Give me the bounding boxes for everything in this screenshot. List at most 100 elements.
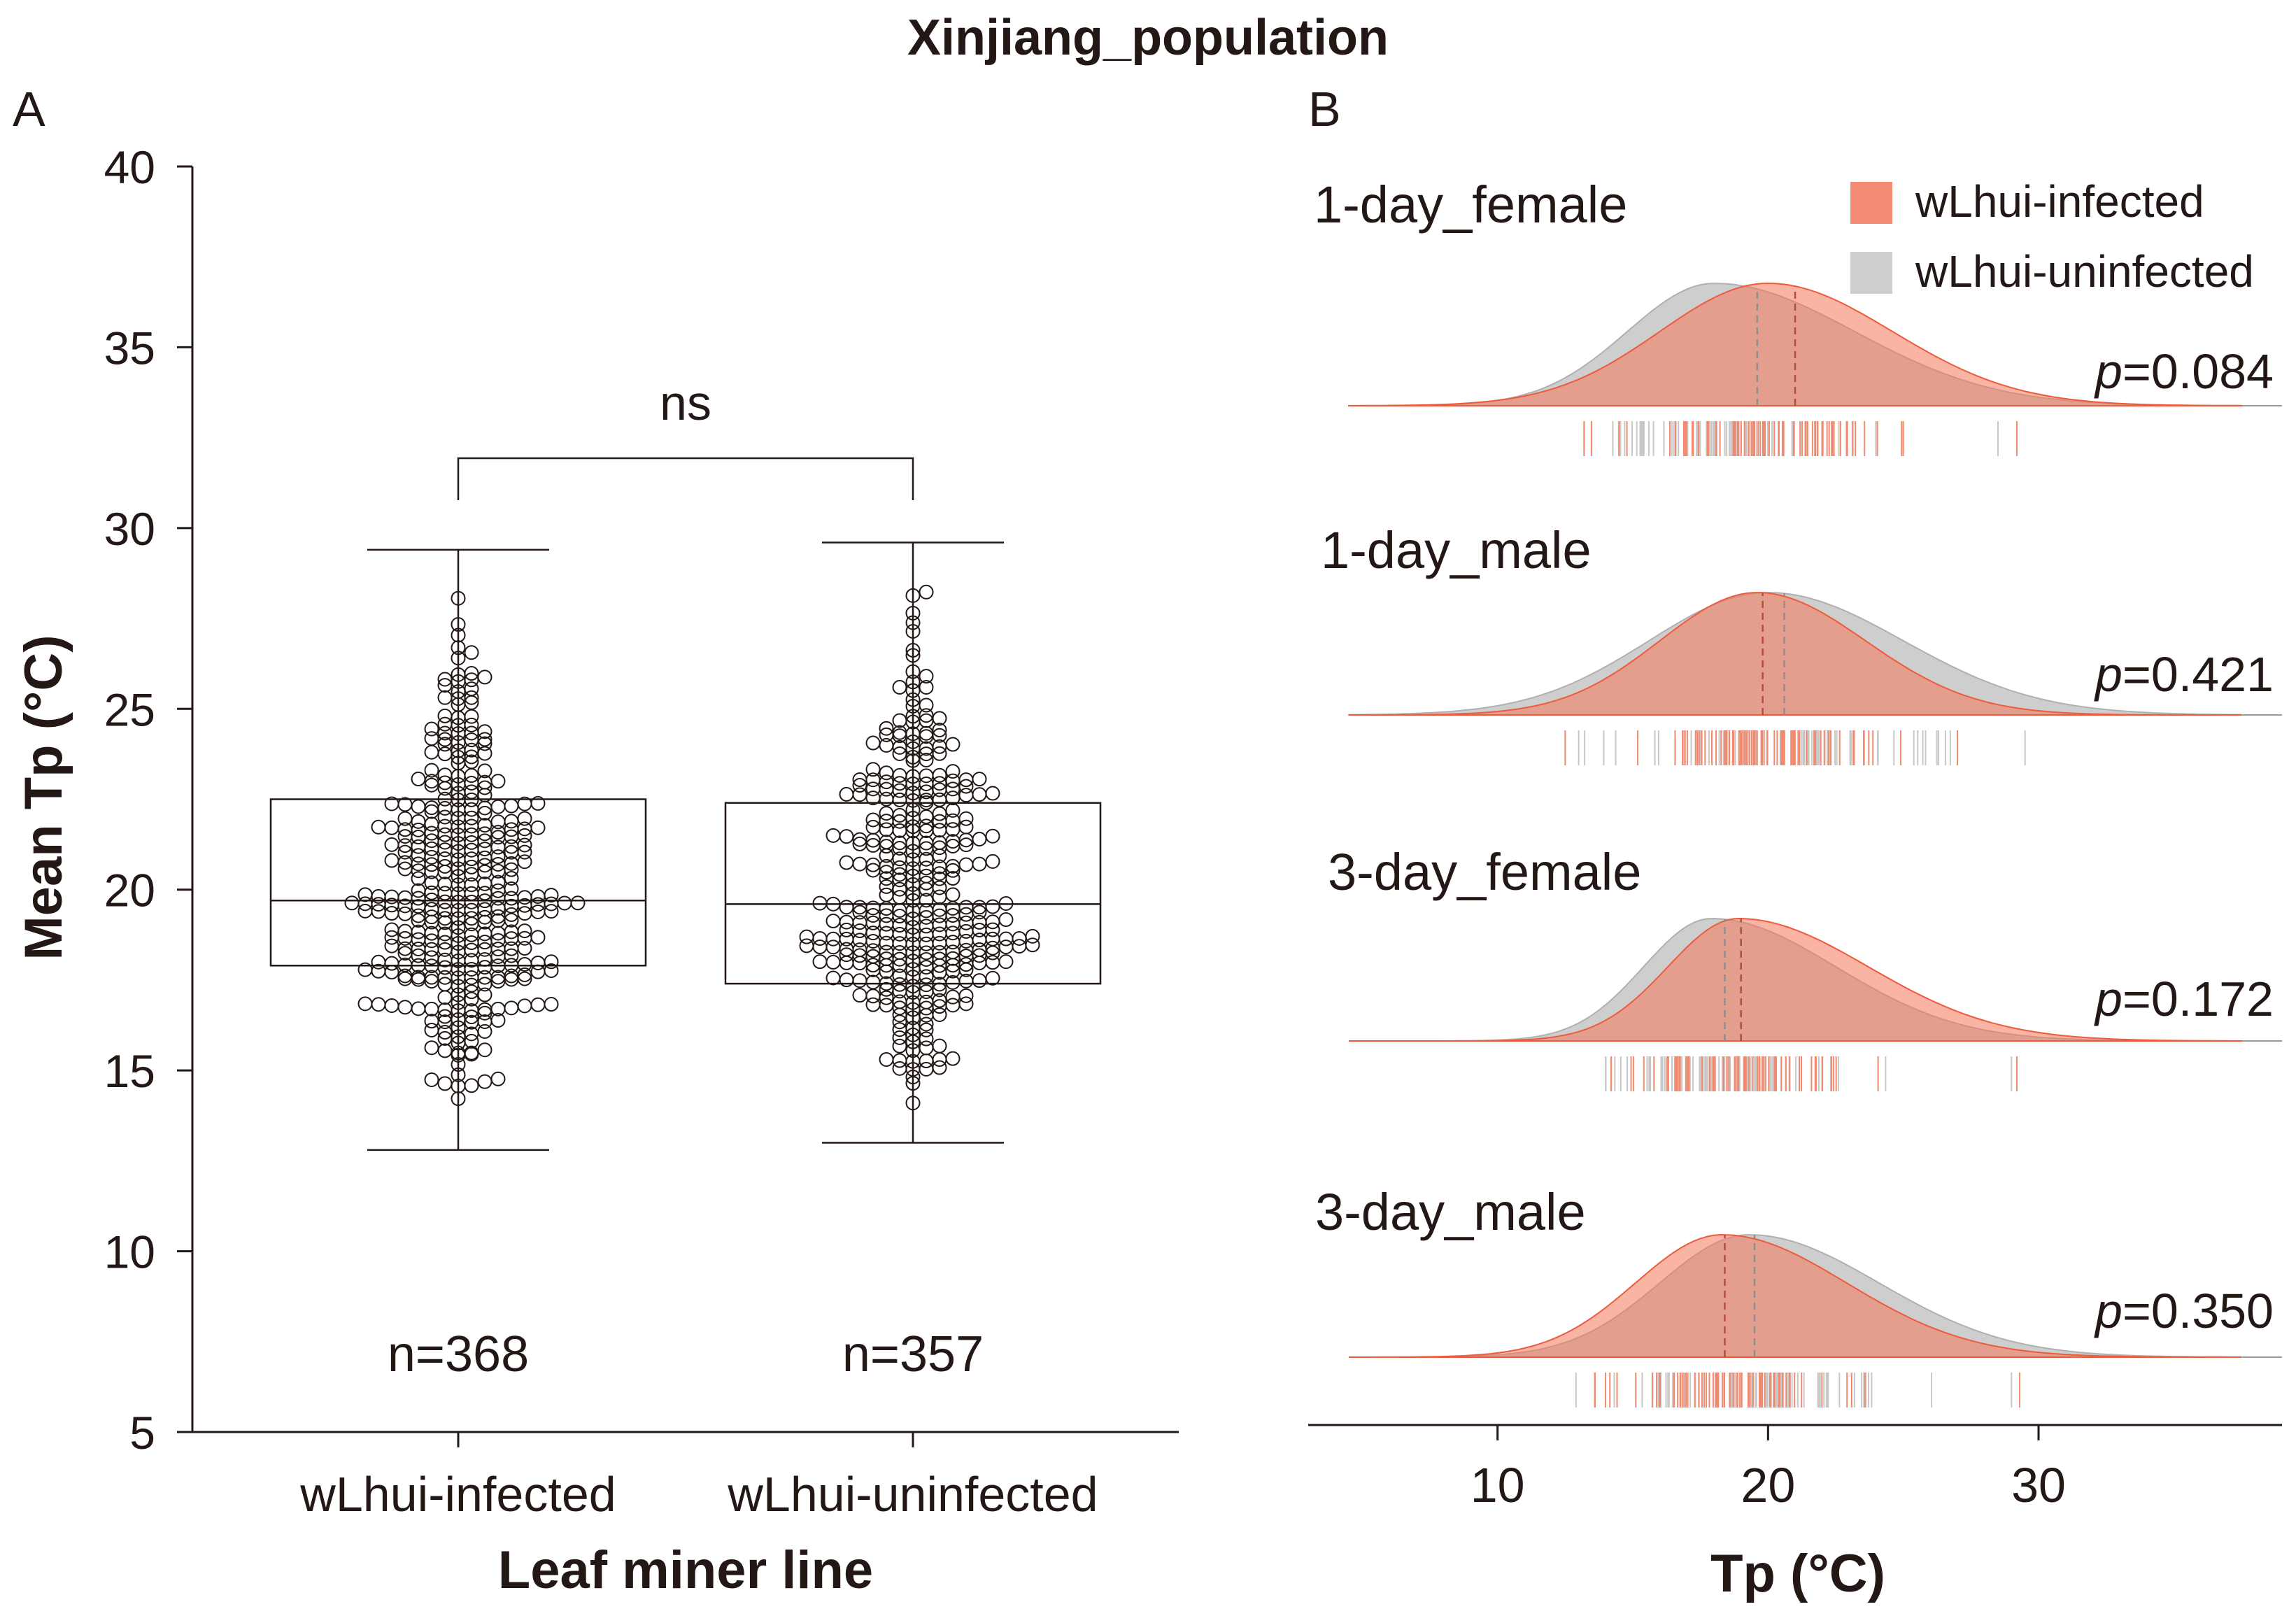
data-point bbox=[504, 881, 519, 897]
data-point bbox=[852, 915, 867, 930]
data-point bbox=[530, 820, 546, 835]
data-point bbox=[371, 963, 386, 979]
data-point bbox=[424, 731, 439, 746]
data-point bbox=[919, 860, 934, 876]
data-point bbox=[905, 886, 921, 901]
data-point bbox=[411, 1001, 426, 1016]
data-point bbox=[919, 584, 934, 600]
data-point bbox=[892, 767, 907, 783]
data-point bbox=[490, 883, 506, 898]
data-point bbox=[451, 651, 466, 666]
data-point bbox=[424, 763, 439, 778]
data-point bbox=[464, 768, 479, 784]
panel-b-label: B bbox=[1308, 82, 1341, 136]
data-point bbox=[517, 923, 532, 939]
data-point bbox=[451, 1067, 466, 1082]
data-point bbox=[490, 1013, 506, 1028]
data-point bbox=[919, 679, 934, 695]
data-point bbox=[905, 643, 921, 658]
data-point bbox=[544, 963, 559, 978]
data-point bbox=[932, 746, 947, 761]
figure-title: Xinjiang_population bbox=[907, 10, 1389, 66]
p-value: =0.172 bbox=[2123, 972, 2274, 1026]
data-point bbox=[490, 774, 506, 789]
data-point bbox=[892, 902, 907, 918]
x-axis-label: Tp (°C) bbox=[1710, 1544, 1885, 1603]
data-point bbox=[972, 942, 987, 957]
data-point bbox=[1025, 928, 1040, 944]
figure-text: Xinjiang_population A B bbox=[13, 10, 1389, 136]
ridge-label: 3-day_female bbox=[1328, 843, 1641, 901]
p-symbol: p bbox=[2094, 344, 2123, 399]
data-point bbox=[945, 887, 961, 902]
data-point bbox=[424, 950, 439, 965]
data-point bbox=[839, 900, 854, 915]
data-point bbox=[919, 752, 934, 767]
data-point bbox=[517, 956, 532, 972]
density-infected bbox=[1349, 1233, 2241, 1358]
data-point bbox=[865, 735, 881, 751]
data-point bbox=[530, 904, 546, 919]
y-axis-label: Mean Tp (°C) bbox=[14, 635, 73, 960]
data-point bbox=[985, 955, 1000, 970]
data-point bbox=[958, 962, 974, 977]
data-point bbox=[464, 935, 479, 951]
data-point bbox=[892, 890, 907, 905]
data-point bbox=[865, 762, 881, 777]
data-point bbox=[919, 1054, 934, 1069]
data-point bbox=[437, 894, 453, 909]
data-point bbox=[958, 996, 974, 1012]
data-point bbox=[517, 998, 532, 1014]
data-point bbox=[919, 795, 934, 810]
data-point bbox=[852, 836, 867, 851]
data-point bbox=[544, 896, 559, 912]
data-point bbox=[932, 993, 947, 1008]
data-point bbox=[384, 837, 399, 852]
data-point bbox=[397, 1000, 413, 1015]
data-point bbox=[892, 746, 907, 761]
data-point bbox=[852, 956, 867, 971]
data-point bbox=[477, 818, 492, 833]
data-point bbox=[477, 886, 492, 901]
x-tick-label: 10 bbox=[1471, 1458, 1525, 1512]
data-point bbox=[557, 895, 572, 911]
data-point bbox=[530, 795, 546, 811]
data-point bbox=[905, 674, 921, 690]
data-point bbox=[411, 772, 426, 787]
data-point bbox=[839, 955, 854, 970]
data-point bbox=[371, 997, 386, 1012]
data-point bbox=[945, 863, 961, 878]
data-point bbox=[384, 938, 399, 954]
data-point bbox=[437, 990, 453, 1005]
data-point bbox=[865, 962, 881, 977]
data-point bbox=[424, 1072, 439, 1087]
y-tick-label: 5 bbox=[129, 1407, 155, 1459]
data-point bbox=[464, 991, 479, 1007]
data-point bbox=[464, 1047, 479, 1062]
data-point bbox=[477, 1005, 492, 1021]
data-point bbox=[1012, 939, 1027, 954]
data-point bbox=[825, 828, 841, 843]
data-point bbox=[972, 856, 987, 872]
data-point bbox=[517, 837, 532, 853]
data-point bbox=[477, 746, 492, 761]
p-value-label: p=0.350 bbox=[2094, 1284, 2274, 1338]
data-point bbox=[892, 881, 907, 897]
data-point bbox=[945, 1051, 961, 1066]
data-point bbox=[437, 1076, 453, 1091]
data-point bbox=[437, 737, 453, 752]
data-point bbox=[397, 971, 413, 986]
data-point bbox=[384, 930, 399, 945]
data-point bbox=[437, 725, 453, 741]
data-point bbox=[905, 734, 921, 749]
density-infected bbox=[1349, 917, 2242, 1042]
data-point bbox=[504, 891, 519, 906]
data-point bbox=[958, 788, 974, 803]
data-point bbox=[411, 848, 426, 863]
data-point bbox=[919, 1040, 934, 1056]
data-point bbox=[879, 774, 894, 790]
data-point bbox=[437, 952, 453, 967]
data-point bbox=[892, 713, 907, 728]
